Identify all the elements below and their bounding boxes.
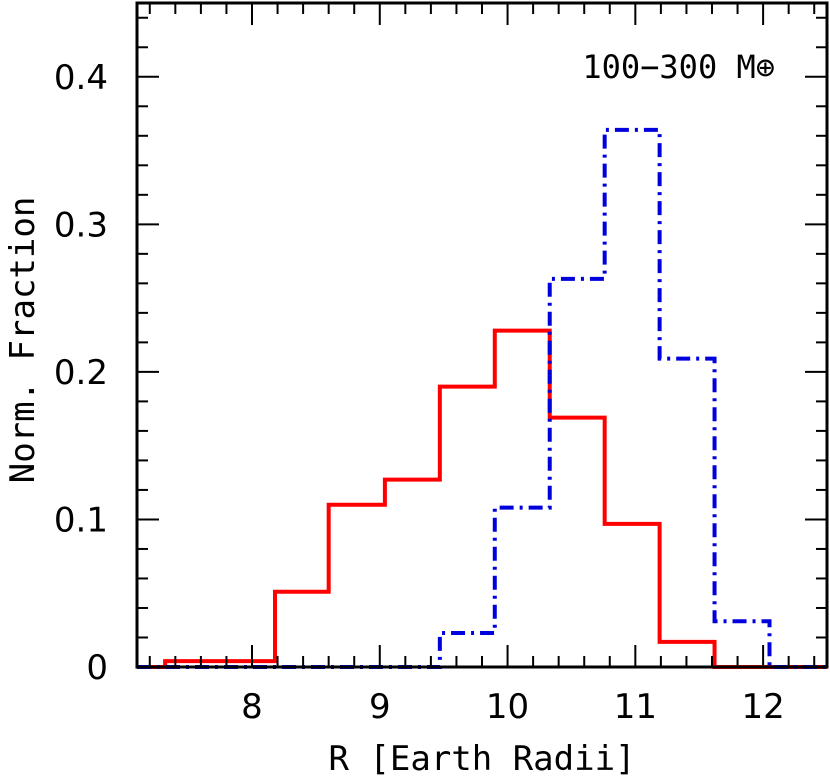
x-axis-title: R [Earth Radii] xyxy=(328,739,635,779)
x-tick-label: 11 xyxy=(614,687,657,727)
chart-annotation: 100−300 M⊕ xyxy=(582,48,775,86)
series-line-1 xyxy=(137,328,827,669)
x-tick-label: 12 xyxy=(741,687,784,727)
y-tick-label: 0.2 xyxy=(54,353,108,393)
series-layer xyxy=(137,127,827,669)
y-tick-label: 0.4 xyxy=(54,58,108,98)
x-tick-label: 10 xyxy=(486,687,529,727)
x-tick-label: 8 xyxy=(241,687,263,727)
x-tick-label: 9 xyxy=(369,687,391,727)
series-line-2 xyxy=(137,127,827,669)
plot-frame xyxy=(135,1,829,669)
ticks-layer: 8 9 10 11 12 0 0.1 0.2 0.3 0.4 xyxy=(54,3,827,727)
y-tick-label: 0.3 xyxy=(54,205,108,245)
y-tick-label: 0.1 xyxy=(54,500,108,540)
y-tick-label: 0 xyxy=(86,648,108,688)
y-axis-title: Norm. Fraction xyxy=(3,197,43,484)
